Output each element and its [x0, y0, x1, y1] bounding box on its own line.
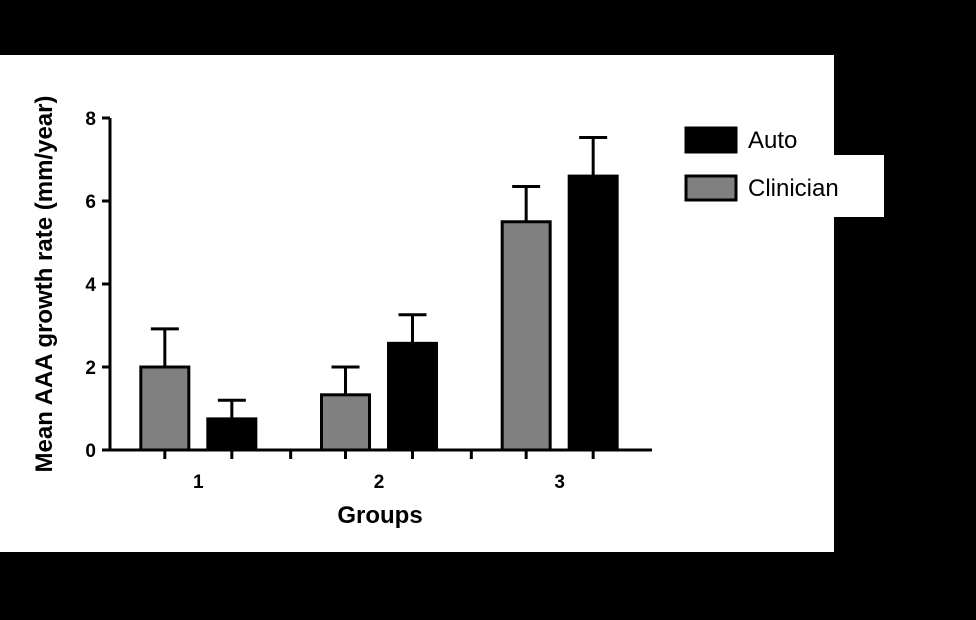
tick-labels: 0 2 4 6 8 1 2 3 [85, 109, 565, 493]
x-tick-label: 1 [193, 472, 204, 493]
legend: Auto Clinician [684, 126, 839, 202]
x-tick-label: 3 [554, 472, 565, 493]
bar-auto-2 [387, 341, 438, 452]
bar-auto-1 [206, 417, 258, 452]
y-tick-label: 6 [85, 192, 96, 213]
legend-swatch-auto [684, 126, 738, 154]
y-tick-label: 2 [85, 358, 96, 379]
bars [139, 174, 619, 452]
y-axis-title: Mean AAA growth rate (mm/year) [31, 96, 58, 473]
legend-label-auto: Auto [748, 127, 797, 154]
legend-background [834, 155, 884, 217]
y-tick-label: 4 [85, 275, 96, 296]
axes [102, 116, 652, 459]
y-tick-label: 0 [85, 441, 96, 462]
bar-auto-3 [567, 174, 619, 452]
legend-swatch-clinician [684, 174, 738, 202]
x-axis-title: Groups [337, 502, 422, 529]
error-bars [150, 136, 608, 419]
bar-clinician-2 [320, 393, 371, 452]
legend-label-clinician: Clinician [748, 175, 839, 202]
y-tick-label: 8 [85, 109, 96, 130]
x-tick-label: 2 [374, 472, 385, 493]
bar-clinician-3 [500, 220, 552, 452]
bar-clinician-1 [139, 365, 191, 452]
